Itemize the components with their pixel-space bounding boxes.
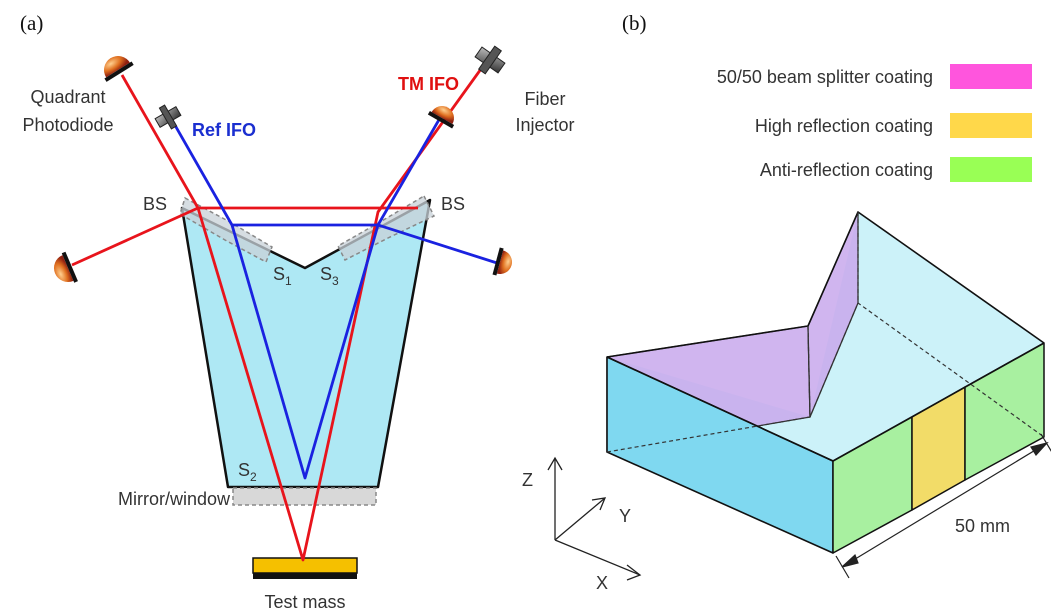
photodiode-tm-icon bbox=[427, 106, 455, 129]
axes-icon bbox=[547, 456, 642, 581]
fiber-injector-label-1: Fiber bbox=[524, 89, 565, 109]
fiber-injector-ref-icon bbox=[154, 104, 182, 130]
legend-ar-label: Anti-reflection coating bbox=[760, 160, 933, 180]
glass-block bbox=[180, 198, 432, 489]
coating-legend: 50/50 beam splitter coating High reflect… bbox=[717, 64, 1032, 182]
s1-label: S1 bbox=[273, 264, 292, 288]
legend-ar-swatch bbox=[950, 157, 1032, 182]
legend-hr-swatch bbox=[950, 113, 1032, 138]
test-mass bbox=[252, 557, 358, 574]
bs-right-label: BS bbox=[441, 194, 465, 214]
axis-z-label: Z bbox=[522, 470, 533, 490]
test-mass-label: Test mass bbox=[264, 592, 345, 612]
tm-ifo-label: TM IFO bbox=[398, 74, 459, 94]
s3-label: S3 bbox=[320, 264, 339, 288]
quadrant-photodiode-label-1: Quadrant bbox=[30, 87, 105, 107]
quadrant-photodiode-label-2: Photodiode bbox=[22, 115, 113, 135]
ref-ifo-beam bbox=[170, 117, 498, 480]
mirror-window-plate bbox=[232, 487, 377, 506]
legend-bs-label: 50/50 beam splitter coating bbox=[717, 67, 933, 87]
legend-bs-swatch bbox=[950, 64, 1032, 89]
legend-hr-label: High reflection coating bbox=[755, 116, 933, 136]
dimension-line bbox=[835, 433, 1051, 579]
s2-label: S2 bbox=[238, 460, 257, 484]
mirror-window-label: Mirror/window bbox=[118, 489, 231, 509]
fiber-injector-label-2: Injector bbox=[515, 115, 574, 135]
dimension-label: 50 mm bbox=[955, 516, 1010, 536]
panel-a-label: (a) bbox=[20, 11, 43, 35]
3d-optical-block bbox=[606, 211, 1045, 554]
fiber-injector-tm-icon bbox=[474, 45, 506, 75]
photodiode-quadrant-icon bbox=[104, 56, 134, 82]
ref-ifo-label: Ref IFO bbox=[192, 120, 256, 140]
axis-x-label: X bbox=[596, 573, 608, 593]
bs-left-label: BS bbox=[143, 194, 167, 214]
test-mass-base bbox=[253, 573, 357, 579]
photodiode-right-icon bbox=[492, 247, 512, 276]
panel-b-label: (b) bbox=[622, 11, 647, 35]
axis-y-label: Y bbox=[619, 506, 631, 526]
photodiode-left-icon bbox=[54, 251, 78, 283]
